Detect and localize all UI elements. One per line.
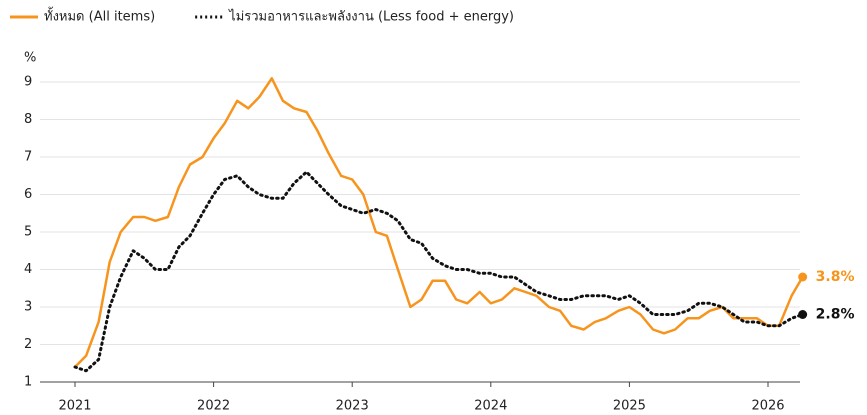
legend-label: ทั้งหมด (All items)	[44, 7, 155, 25]
end-point	[798, 272, 808, 282]
y-tick-label: 8	[24, 112, 32, 127]
end-point	[798, 310, 808, 319]
y-tick-label: 3	[24, 300, 32, 315]
y-tick-label: 9	[24, 75, 32, 90]
y-tick-label: 4	[24, 262, 32, 277]
x-tick-label: 2024	[474, 399, 507, 414]
series-line	[73, 170, 805, 373]
y-tick-label: 1	[24, 375, 32, 390]
end-label: 3.8%	[816, 269, 855, 285]
y-tick-label: 6	[24, 187, 32, 202]
y-axis-label: %	[24, 51, 36, 66]
y-tick-label: 5	[24, 225, 32, 240]
x-tick-label: 2021	[58, 399, 91, 414]
x-tick-label: 2022	[197, 399, 230, 414]
series-line	[73, 77, 804, 369]
y-tick-label: 7	[24, 150, 32, 165]
x-tick-label: 2023	[336, 399, 369, 414]
y-tick-label: 2	[24, 337, 32, 352]
x-tick-label: 2026	[751, 399, 784, 414]
end-label: 2.8%	[816, 307, 855, 323]
x-tick-label: 2025	[613, 399, 646, 414]
legend-label: ไม่รวมอาหารและพลังงาน (Less food + energ…	[228, 9, 514, 25]
